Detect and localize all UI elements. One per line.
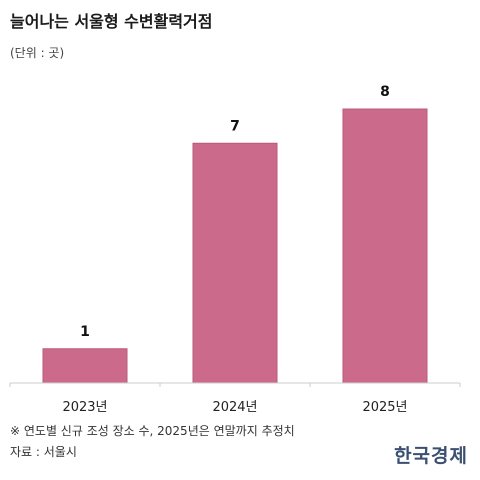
bar-2023년 [42, 348, 128, 384]
bar-2024년 [192, 142, 278, 384]
data-label: 7 [230, 118, 240, 134]
publisher-logo: 한국경제 [394, 445, 468, 467]
source-note: 자료 : 서울시 [10, 445, 77, 459]
chart-title: 늘어나는 서울형 수변활력거점 [10, 12, 213, 31]
footnote: ※ 연도별 신규 조성 장소 수, 2025년은 연말까지 추정치 [10, 424, 295, 438]
unit-label: (단위 : 곳) [10, 46, 65, 60]
data-label: 1 [80, 324, 90, 340]
x-tick-label: 2024년 [212, 400, 257, 415]
data-label: 8 [380, 84, 390, 100]
x-tick-label: 2025년 [362, 400, 407, 415]
x-tick-label: 2023년 [62, 400, 107, 415]
bar-2025년 [342, 108, 428, 384]
